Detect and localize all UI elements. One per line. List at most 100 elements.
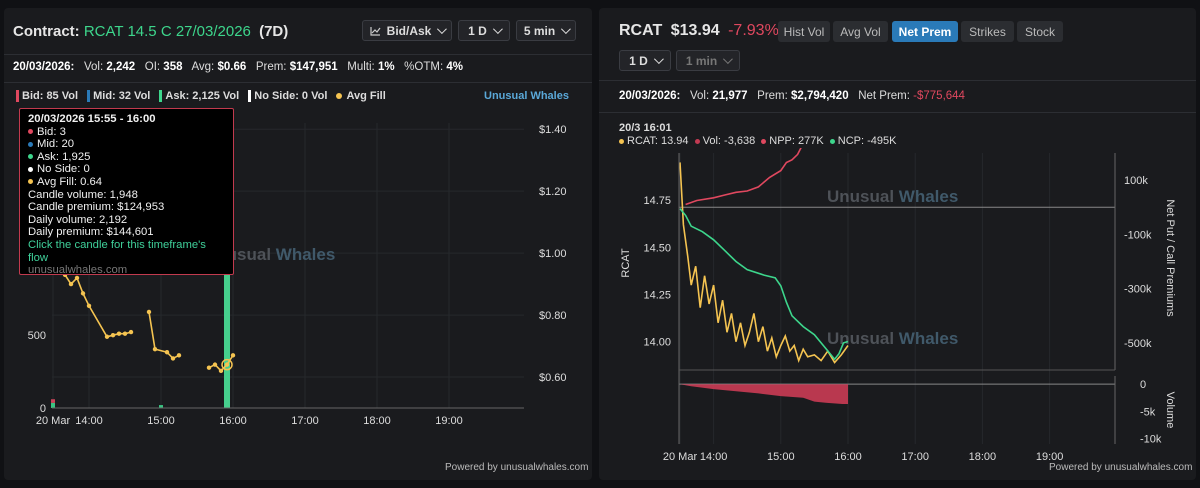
y-premium-tick-label: -100k: [1124, 229, 1152, 241]
grid: [679, 153, 1115, 444]
stat-label: Vol:: [83, 61, 104, 73]
x-tick-label: 17:00: [901, 451, 929, 463]
tab-avg-vol[interactable]: Avg Vol: [833, 21, 888, 42]
stat-label: %OTM:: [404, 61, 444, 73]
legend-time: 20/3 16:01: [619, 122, 672, 134]
axes: 20 Mar 14:00 15:00 16:00 17:00 18:00 19:00 14.0…: [620, 153, 1176, 463]
y-volume-tick-label: 0: [1140, 379, 1146, 391]
tooltip-daily-volume: Daily volume: 2,192: [28, 213, 128, 226]
range-dropdown[interactable]: 1 D: [458, 20, 510, 41]
x-tick-label: 19:00: [1036, 451, 1064, 463]
y-premium-axis-title: Net Put / Call Premiums: [1164, 199, 1176, 317]
avg-fill-point: [74, 275, 80, 281]
volume-area[interactable]: [680, 384, 848, 404]
avg-fill-point: [68, 281, 74, 287]
stat-premium: $2,794,420: [791, 90, 849, 102]
avg-fill-point: [170, 356, 176, 361]
legend-npp[interactable]: NPP: 277K: [761, 135, 824, 147]
interval-value: 5 min: [523, 23, 556, 38]
legend-avgfill-label: Avg Fill: [346, 90, 386, 102]
stat-net-premium: -$775,644: [913, 90, 965, 102]
contract-expiry-tag: (7D): [259, 23, 289, 40]
powered-by[interactable]: Powered by unusualwhales.com: [1049, 462, 1193, 473]
legend-ncp[interactable]: NCP: -495K: [829, 135, 896, 147]
avg-fill-point: [218, 368, 224, 374]
interval-dropdown[interactable]: 5 min: [516, 20, 576, 41]
stock-price: $13.94: [670, 22, 720, 39]
avg-fill-hover-marker: [221, 358, 233, 371]
y-premium-tick-label: -500k: [1124, 338, 1152, 350]
tab-stock[interactable]: Stock: [1017, 21, 1063, 42]
legend-avgfill[interactable]: Avg Fill: [336, 90, 386, 102]
ticker[interactable]: RCAT: [619, 22, 663, 39]
volume-legend: Bid: 85 Vol Mid: 32 Vol Ask: 2,125 Vol N…: [16, 90, 386, 102]
cumulative-volume-area: [680, 384, 848, 404]
x-tick-label: 17:00: [291, 415, 319, 427]
chevron-down-icon: [561, 24, 572, 35]
divider: [4, 82, 592, 83]
y-premium-tick-label: -300k: [1124, 284, 1152, 296]
legend-noside[interactable]: No Side: 0 Vol: [248, 90, 328, 102]
x-tick-label: 15:00: [147, 415, 175, 427]
interval-dropdown[interactable]: 1 min: [676, 50, 740, 71]
y-volume-axis-title: Volume: [1164, 392, 1176, 429]
stats-date: 20/03/2026:: [619, 90, 681, 102]
y-right-tick-label: $1.00: [539, 248, 567, 260]
stat-label: Vol:: [689, 90, 710, 102]
range-dropdown[interactable]: 1 D: [619, 50, 671, 71]
y-price-axis-title: RCAT: [620, 248, 632, 277]
stat-label: Prem:: [757, 90, 788, 102]
legend-ask[interactable]: Ask: 2,125 Vol: [159, 90, 240, 102]
chevron-down-icon: [437, 24, 448, 35]
x-tick-label: 16:00: [834, 451, 862, 463]
volume-bar-ask: [159, 405, 163, 408]
chart-mode-dropdown[interactable]: Bid/Ask: [362, 20, 452, 41]
y-right-tick-label: $1.20: [539, 186, 567, 198]
avg-fill-point: [212, 362, 218, 367]
y-right-tick-label: $1.40: [539, 124, 567, 136]
stat-multi: 1%: [377, 61, 395, 73]
legend-bid[interactable]: Bid: 85 Vol: [16, 90, 79, 102]
legend-vol[interactable]: Vol: -3,638: [694, 135, 755, 147]
price-and-premium-lines[interactable]: [679, 148, 849, 364]
avg-fill-point: [146, 309, 152, 315]
stock-title: RCAT $13.94 -7.93%: [619, 22, 779, 40]
x-tick-label: 14:00: [700, 451, 728, 463]
avg-fill-point: [206, 365, 212, 370]
y-premium-tick-label: 100k: [1124, 175, 1148, 187]
tooltip-site: unusualwhales.com: [28, 264, 128, 277]
tab-hist-vol[interactable]: Hist Vol: [778, 21, 830, 42]
stats-date: 20/03/2026:: [13, 61, 75, 73]
avg-fill-point: [86, 303, 92, 308]
y-right-tick-label: $0.60: [539, 372, 567, 384]
divider: [599, 112, 1196, 113]
price-change: -7.93%: [728, 22, 779, 39]
net-premium-chart[interactable]: Unusual Whales Unusual Whales 20 Mar 14:0…: [599, 148, 1196, 478]
tab-strikes[interactable]: Strikes: [961, 21, 1014, 42]
tab-net-prem[interactable]: Net Prem: [892, 21, 958, 42]
chart-mode-value: Bid/Ask: [386, 23, 432, 38]
avg-fill-point: [164, 350, 170, 355]
stat-label: Avg:: [191, 61, 215, 73]
divider: [599, 80, 1196, 81]
y-volume-tick-label: -5k: [1140, 406, 1156, 418]
x-tick-label: 16:00: [219, 415, 247, 427]
avg-fill-point: [80, 291, 86, 296]
chevron-down-icon: [723, 54, 734, 65]
legend-mid[interactable]: Mid: 32 Vol: [87, 90, 151, 102]
x-tick-label: 18:00: [363, 415, 391, 427]
y-price-tick-label: 14.75: [643, 195, 671, 207]
avg-fill-point: [128, 329, 134, 335]
powered-by[interactable]: Powered by unusualwhales.com: [445, 462, 589, 473]
stat-volume: 2,242: [106, 61, 136, 73]
contract-name[interactable]: RCAT 14.5 C 27/03/2026: [83, 23, 251, 40]
tooltip-flow-link[interactable]: Click the candle for this timeframe's fl…: [28, 238, 206, 264]
avg-fill-point: [152, 346, 158, 352]
tooltip-avgfill: Avg Fill: 0.64: [28, 176, 225, 189]
y-right-tick-label: $0.80: [539, 310, 567, 322]
x-tick-label: 14:00: [75, 415, 103, 427]
brand-label: Unusual Whales: [484, 90, 569, 102]
legend-rcat[interactable]: RCAT: 13.94: [619, 135, 689, 147]
y-left-tick-label: 500: [28, 330, 46, 342]
stat-otm: 4%: [446, 61, 463, 73]
